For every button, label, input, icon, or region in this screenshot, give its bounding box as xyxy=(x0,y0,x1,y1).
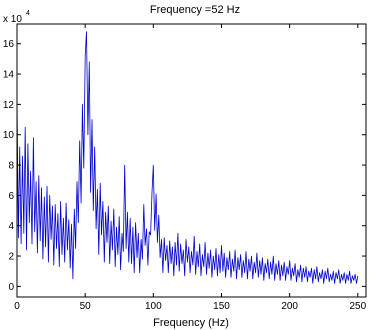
axis-ticks: 0 50 100 150 200 250 0 2 4 6 8 10 12 14 16 xyxy=(3,24,367,312)
x-tick-label: 200 xyxy=(281,301,298,312)
y-tick-label: 2 xyxy=(8,252,14,263)
chart-title: Frequency =52 Hz xyxy=(150,4,240,16)
plot-area xyxy=(16,31,359,284)
x-tick-label: 150 xyxy=(213,301,230,312)
y-axis-scale-label: x 10 xyxy=(3,14,22,25)
x-tick-label: 0 xyxy=(14,301,20,312)
y-tick-label: 10 xyxy=(3,130,15,141)
y-axis-scale-exponent: 4 xyxy=(26,10,30,17)
x-axis-label: Frequency (Hz) xyxy=(153,317,229,329)
y-tick-label: 4 xyxy=(8,221,14,232)
y-tick-label: 12 xyxy=(3,100,15,111)
x-tick-label: 100 xyxy=(145,301,162,312)
y-tick-label: 14 xyxy=(3,70,15,81)
y-tick-label: 16 xyxy=(3,39,15,50)
x-tick-label: 50 xyxy=(80,301,92,312)
y-tick-label: 8 xyxy=(8,161,14,172)
spectrum-line xyxy=(16,31,359,284)
axes-frame xyxy=(16,23,367,298)
y-tick-label: 0 xyxy=(8,282,14,293)
x-tick-label: 250 xyxy=(349,301,366,312)
y-tick-label: 6 xyxy=(8,191,14,202)
